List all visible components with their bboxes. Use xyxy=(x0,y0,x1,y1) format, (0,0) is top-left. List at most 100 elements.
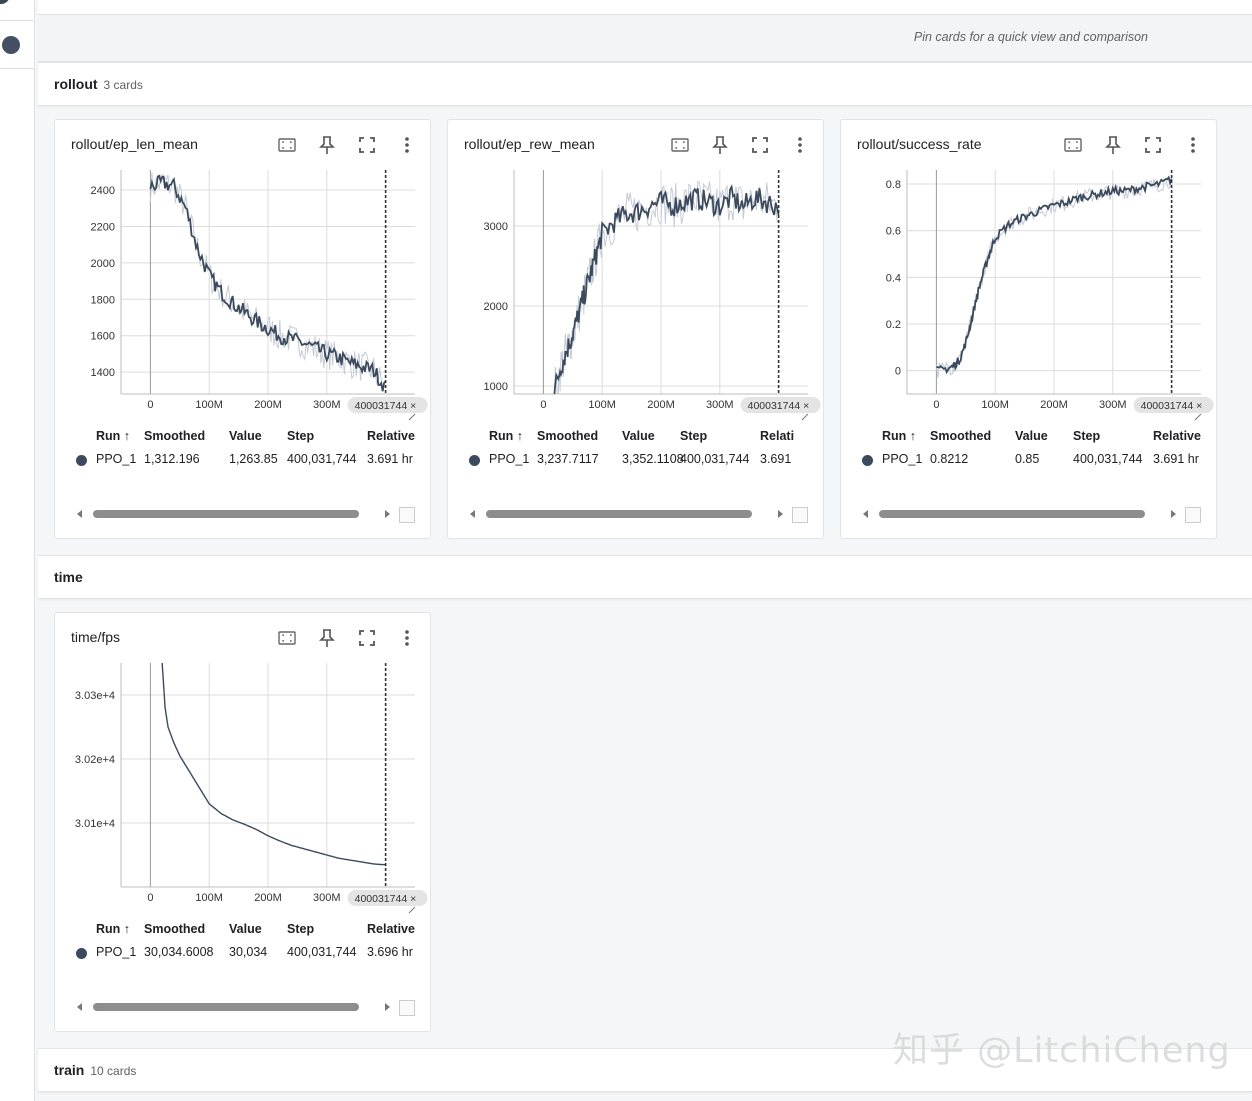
step-chip[interactable] xyxy=(740,397,821,413)
scroll-right-icon[interactable] xyxy=(1171,510,1176,518)
column-header-smoothed[interactable]: Smoothed xyxy=(537,429,599,443)
pin-icon xyxy=(319,629,335,647)
column-header-smoothed[interactable]: Smoothed xyxy=(144,429,206,443)
card-resize-icon[interactable] xyxy=(399,507,415,523)
collapse-icon[interactable] xyxy=(0,0,10,4)
fullscreen-button[interactable] xyxy=(356,134,378,156)
run-color-dot xyxy=(76,455,87,466)
run-color-dot[interactable] xyxy=(2,36,20,54)
pin-icon xyxy=(1105,136,1121,154)
column-header-value[interactable]: Value xyxy=(229,429,262,443)
scroll-left-icon[interactable] xyxy=(77,510,82,518)
line-chart[interactable]: 3.03e+4 3.02e+4 3.01e+4 0 100M 200M 300M 400031… xyxy=(55,655,430,915)
rail-divider xyxy=(0,68,34,69)
column-header-relative[interactable]: Relative xyxy=(367,922,415,936)
step-chip[interactable] xyxy=(347,397,428,413)
card-resize-icon[interactable] xyxy=(792,507,808,523)
pin-hint: Pin cards for a quick view and compariso… xyxy=(913,30,1148,44)
step-chip[interactable] xyxy=(1133,397,1214,413)
fullscreen-button[interactable] xyxy=(1142,134,1164,156)
cell-step: 400,031,744 xyxy=(287,945,357,959)
x-tick-label: 300M xyxy=(1099,399,1127,411)
table-scrollbar[interactable] xyxy=(470,507,810,523)
cell-smoothed: 3,237.7117 xyxy=(537,452,599,466)
card-resize-icon[interactable] xyxy=(399,1000,415,1016)
fit-domain-button[interactable] xyxy=(1062,134,1084,156)
cell-relative: 3.691 hr xyxy=(1153,452,1199,466)
column-header-run[interactable]: Run ↑ xyxy=(96,429,131,443)
scroll-right-icon[interactable] xyxy=(385,510,390,518)
column-header-run[interactable]: Run ↑ xyxy=(882,429,917,443)
y-tick-label: 0 xyxy=(895,366,901,378)
line-chart[interactable]: 2400 2200 2000 1800 1600 1400 0 100M 200M 300M 400… xyxy=(55,162,430,422)
scroll-thumb[interactable] xyxy=(486,510,752,518)
cell-smoothed: 1,312.196 xyxy=(144,452,200,466)
group-name: rollout 3 cards xyxy=(54,76,143,92)
step-chip[interactable] xyxy=(347,890,428,906)
scroll-left-icon[interactable] xyxy=(470,510,475,518)
top-strip xyxy=(38,0,1252,15)
more-vert-button[interactable] xyxy=(396,627,418,649)
more-vert-button[interactable] xyxy=(1182,134,1204,156)
fit-domain-button[interactable] xyxy=(669,134,691,156)
pin-button[interactable] xyxy=(1102,134,1124,156)
group-header-time[interactable]: time xyxy=(38,555,1252,599)
cell-run: PPO_1 xyxy=(96,945,137,959)
more-vert-button[interactable] xyxy=(396,134,418,156)
more-vert-button[interactable] xyxy=(789,134,811,156)
column-header-relative[interactable]: Relati xyxy=(760,429,795,443)
scroll-right-icon[interactable] xyxy=(778,510,783,518)
pin-button[interactable] xyxy=(316,627,338,649)
column-header-run[interactable]: Run ↑ xyxy=(96,922,131,936)
scalar-card: rollout/ep_len_mean 2400 2200 2000 1800 1600 1… xyxy=(54,119,431,539)
column-header-smoothed[interactable]: Smoothed xyxy=(144,922,206,936)
column-header-value[interactable]: Value xyxy=(1015,429,1048,443)
y-tick-label: 1600 xyxy=(91,331,115,343)
scalar-card: time/fps 3.03e+4 3.02e+4 3.01e+4 0 100M 200M 30… xyxy=(54,612,431,1032)
scroll-left-icon[interactable] xyxy=(77,1003,82,1011)
fullscreen-icon xyxy=(359,630,375,646)
pin-button[interactable] xyxy=(709,134,731,156)
resize-handle-icon[interactable] xyxy=(408,413,416,421)
fullscreen-button[interactable] xyxy=(749,134,771,156)
line-chart[interactable]: 3000 2000 1000 0 100M 200M 300M 400031744 × xyxy=(448,162,823,422)
table-scrollbar[interactable] xyxy=(77,1000,417,1016)
scalar-card: rollout/ep_rew_mean 3000 2000 1000 0 100M 200M… xyxy=(447,119,824,539)
column-header-step[interactable]: Step xyxy=(1073,429,1101,443)
step-chip-label: 400031744 × xyxy=(748,400,810,412)
scroll-left-icon[interactable] xyxy=(863,510,868,518)
x-tick-label: 100M xyxy=(195,399,223,411)
fit-domain-button[interactable] xyxy=(276,134,298,156)
scroll-thumb[interactable] xyxy=(93,510,359,518)
scroll-right-icon[interactable] xyxy=(385,1003,390,1011)
column-header-smoothed[interactable]: Smoothed xyxy=(930,429,992,443)
resize-handle-icon[interactable] xyxy=(801,413,809,421)
fullscreen-button[interactable] xyxy=(356,627,378,649)
y-tick-label: 3.01e+4 xyxy=(75,818,115,830)
y-tick-label: 1800 xyxy=(91,294,115,306)
column-header-run[interactable]: Run ↑ xyxy=(489,429,524,443)
column-header-step[interactable]: Step xyxy=(680,429,708,443)
scroll-thumb[interactable] xyxy=(879,510,1145,518)
column-header-relative[interactable]: Relative xyxy=(367,429,415,443)
pin-button[interactable] xyxy=(316,134,338,156)
card-resize-icon[interactable] xyxy=(1185,507,1201,523)
cell-value: 1,263.85 xyxy=(229,452,278,466)
group-header-train[interactable]: train 10 cards xyxy=(38,1048,1252,1092)
y-tick-label: 0.2 xyxy=(886,319,901,331)
fit-domain-button[interactable] xyxy=(276,627,298,649)
column-header-value[interactable]: Value xyxy=(229,922,262,936)
table-scrollbar[interactable] xyxy=(77,507,417,523)
column-header-step[interactable]: Step xyxy=(287,922,315,936)
line-chart[interactable]: 0.8 0.6 0.4 0.2 0 0 100M 200M 300M 400031744 × xyxy=(841,162,1216,422)
fit-domain-icon xyxy=(671,138,689,152)
column-header-value[interactable]: Value xyxy=(622,429,655,443)
chart-svg: 3.03e+4 3.02e+4 3.01e+4 0 100M 200M 300M 400031… xyxy=(75,663,428,914)
scroll-thumb[interactable] xyxy=(93,1003,359,1011)
resize-handle-icon[interactable] xyxy=(408,906,416,914)
table-scrollbar[interactable] xyxy=(863,507,1203,523)
column-header-relative[interactable]: Relative xyxy=(1153,429,1201,443)
resize-handle-icon[interactable] xyxy=(1194,413,1202,421)
column-header-step[interactable]: Step xyxy=(287,429,315,443)
group-header-rollout[interactable]: rollout 3 cards xyxy=(38,62,1252,106)
